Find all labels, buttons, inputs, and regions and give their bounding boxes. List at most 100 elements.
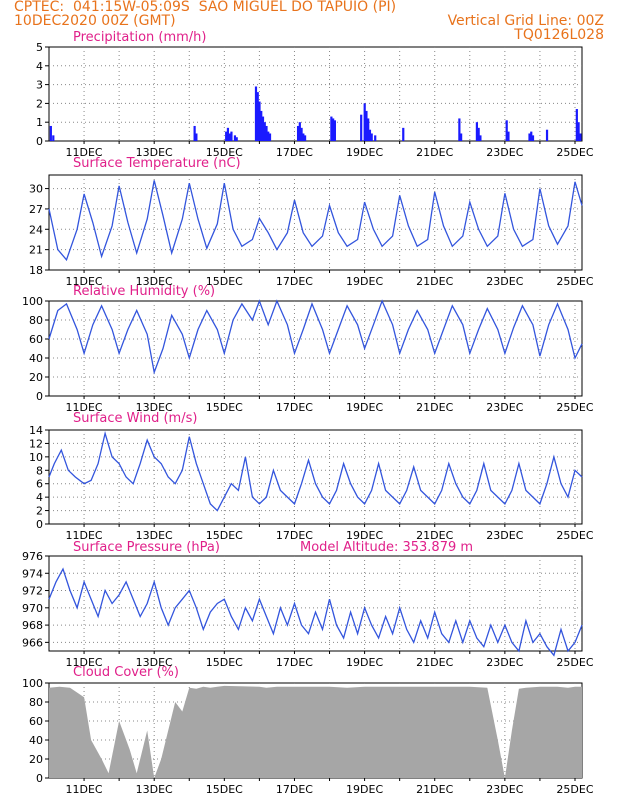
precip-bar [263,122,266,141]
precip-bar [332,118,335,141]
x-tick-label: 23DEC [486,401,523,414]
chart-panel-5: 0 20 40 60 80 100 11DEC 13DEC 15DEC 17DEC 19DEC 21D… [22,665,594,796]
y-tick-label: 10 [29,451,43,464]
y-tick-label: 80 [29,696,43,709]
x-tick-label: 19DEC [346,783,383,796]
x-tick-label: 15DEC [206,656,243,669]
chart-title: Surface Temperature (nC) [73,156,241,171]
x-tick-label: 25DEC [556,401,593,414]
precip-bar [300,127,303,141]
precip-bar [225,131,228,141]
series-line [48,180,583,262]
x-tick-label: 25DEC [556,529,593,542]
precip-bar [460,133,463,141]
precip-bar [254,86,258,141]
y-tick-label: 0 [36,135,43,148]
chart-title: Precipitation (mm/h) [73,30,206,45]
y-tick-label: 20 [29,371,43,384]
y-tick-label: 968 [22,619,43,632]
y-tick-label: 20 [29,753,43,766]
precip-bar [226,127,230,141]
x-tick-label: 17DEC [276,783,313,796]
x-tick-label: 17DEC [276,146,313,159]
x-tick-label: 17DEC [276,401,313,414]
chart-panel-0: 0 1 2 3 4 5 11DEC 13DEC 15DEC 17DEC 19DEC 21DEC 23DE… [36,30,594,159]
precip-bar [477,127,480,141]
y-tick-label: 14 [29,424,43,437]
precip-bar [545,129,549,141]
y-tick-label: 100 [22,677,43,690]
x-tick-label: 19DEC [346,275,383,288]
plot-frame [48,555,583,652]
y-tick-label: 2 [36,505,43,518]
cloud-cover-area [49,685,582,778]
series-line [48,299,583,375]
precip-bar [233,135,237,141]
precip-bar [230,131,233,141]
plot-frame [48,300,583,397]
x-tick-label: 21DEC [416,275,453,288]
chart-title: Surface Wind (m/s) [73,411,197,426]
header-date: 10DEC2020 00Z (GMT) [14,13,176,29]
y-tick-label: 40 [29,352,43,365]
x-tick-label: 15DEC [206,146,243,159]
precip-bar [365,110,368,141]
precip-bar [530,131,533,141]
precip-bar [402,127,405,141]
precip-bar [505,120,508,141]
precip-bar [507,131,510,141]
y-tick-label: 100 [22,295,43,308]
x-tick-label: 23DEC [486,275,523,288]
x-tick-label: 11DEC [66,783,103,796]
precip-bar [579,133,582,141]
chart-panel-4: 966 968 970 972 974 976 11DEC 13DEC 15DEC 17DEC 19… [22,540,594,669]
precip-bar [367,118,370,141]
x-tick-label: 17DEC [276,275,313,288]
x-tick-label: 15DEC [206,783,243,796]
precip-bar [370,133,373,141]
plot-frame [48,429,583,525]
y-tick-label: 974 [22,567,43,580]
precip-bar [531,135,535,141]
y-tick-label: 12 [29,437,43,450]
x-tick-label: 13DEC [136,275,173,288]
precip-bar [228,133,231,141]
precip-bar [52,135,55,141]
x-tick-label: 23DEC [486,529,523,542]
y-tick-label: 970 [22,602,43,615]
precip-bar [49,125,52,141]
y-tick-label: 4 [36,491,43,504]
x-tick-label: 19DEC [346,656,383,669]
y-tick-label: 21 [29,244,43,257]
y-tick-label: 3 [36,79,43,92]
x-tick-label: 25DEC [556,783,593,796]
precip-bar [296,125,300,141]
x-tick-label: 19DEC [346,529,383,542]
series-line [48,567,583,657]
precip-bar [303,135,307,141]
x-tick-label: 25DEC [556,656,593,669]
y-tick-label: 8 [36,464,43,477]
y-tick-label: 24 [29,223,43,236]
chart-title: Cloud Cover (%) [73,665,179,680]
x-tick-label: 21DEC [416,529,453,542]
x-tick-label: 11DEC [66,146,103,159]
chart-panel-1: 18 21 24 27 30 11DEC 13DEC 15DEC 17DEC 19DEC 21DEC… [29,156,594,288]
precip-bar [333,120,336,141]
x-tick-label: 25DEC [556,275,593,288]
y-tick-label: 0 [36,390,43,403]
x-tick-label: 15DEC [206,401,243,414]
x-tick-label: 19DEC [346,146,383,159]
y-tick-label: 40 [29,734,43,747]
precip-bar [475,122,479,141]
precip-bar [330,116,333,141]
x-tick-label: 13DEC [136,783,173,796]
precip-bar [302,133,305,141]
y-tick-label: 966 [22,636,43,649]
precip-bar [575,109,578,141]
x-tick-label: 13DEC [136,656,173,669]
x-tick-label: 17DEC [276,656,313,669]
chart-title: Surface Pressure (hPa) [73,540,220,555]
